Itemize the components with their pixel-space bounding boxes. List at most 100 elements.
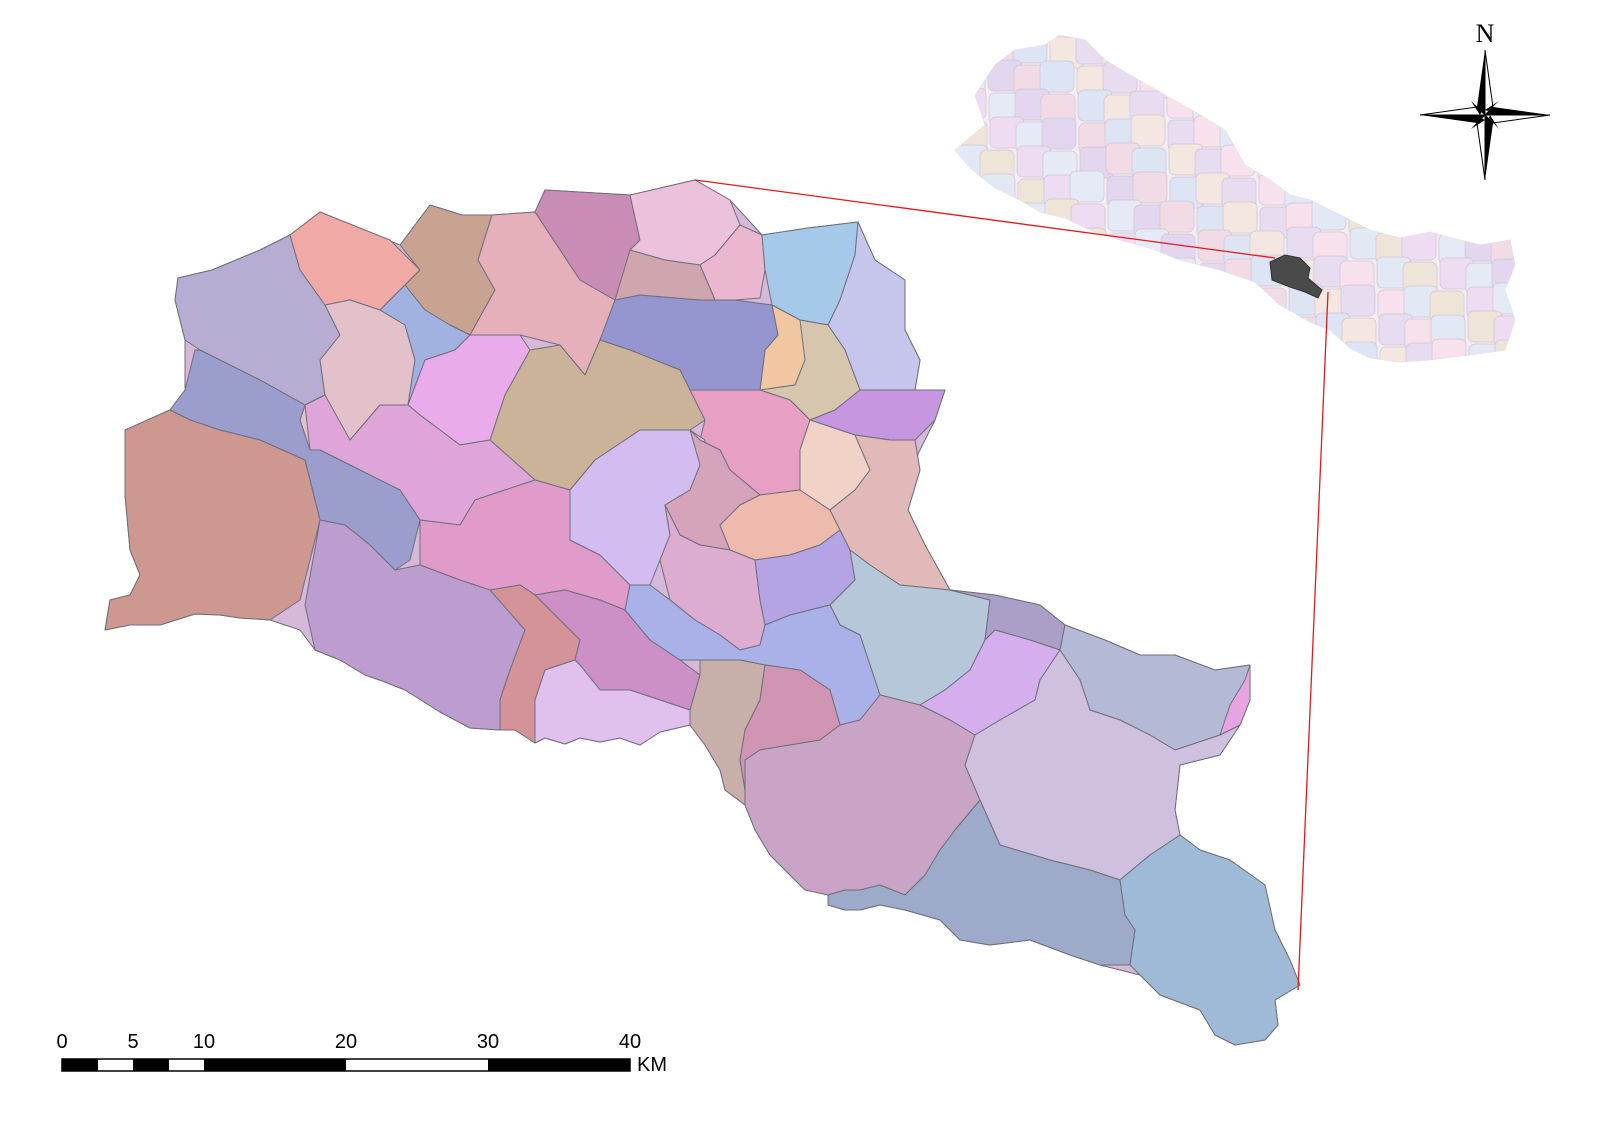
- inset-district: [1100, 313, 1136, 346]
- inset-district: [1162, 290, 1198, 323]
- inset-district: [1434, 119, 1470, 152]
- inset-district: [1436, 176, 1472, 209]
- inset-district: [1163, 314, 1199, 347]
- inset-district: [1132, 171, 1168, 204]
- inset-district: [1319, 117, 1355, 150]
- inset-district: [1435, 143, 1471, 176]
- inset-district: [1252, 311, 1288, 344]
- inset-district: [1227, 35, 1263, 63]
- inset-district: [1311, 198, 1347, 231]
- inset-district: [983, 254, 1019, 287]
- inset-district: [1310, 174, 1346, 207]
- inset-district: [1041, 117, 1077, 150]
- inset-district: [1101, 346, 1137, 362]
- inset-district: [1279, 340, 1315, 362]
- inset-district: [1431, 38, 1467, 71]
- inset-district: [1074, 317, 1110, 350]
- inset-district: [1437, 200, 1473, 233]
- inset-district: [1409, 147, 1445, 180]
- inset-locator-map: [954, 34, 1516, 363]
- inset-district: [1045, 231, 1081, 264]
- inset-district: [1281, 88, 1317, 121]
- inset-district: [1371, 118, 1407, 151]
- scale-tick-20: 20: [335, 1031, 357, 1053]
- inset-district: [1012, 340, 1048, 362]
- inset-district: [1109, 256, 1145, 289]
- inset-district: [1138, 342, 1174, 362]
- inset-district: [1406, 66, 1442, 99]
- inset-district: [1280, 64, 1316, 97]
- inset-district: [1138, 35, 1174, 66]
- inset-district: [1256, 116, 1292, 149]
- inset-district: [1075, 341, 1111, 362]
- inset-district: [1492, 282, 1515, 315]
- inset-district: [1069, 170, 1105, 203]
- inset-district: [1369, 61, 1405, 94]
- inset-district: [986, 344, 1022, 362]
- inset-district: [1009, 259, 1045, 292]
- inset-district: [1400, 204, 1436, 237]
- inset-district: [1498, 144, 1515, 177]
- inset-district: [1316, 345, 1352, 362]
- compass-rose-icon: [1419, 49, 1551, 181]
- inset-district: [1340, 284, 1376, 317]
- inset-district: [1253, 35, 1289, 68]
- inset-district: [1161, 257, 1197, 290]
- inset-district: [955, 339, 985, 362]
- inset-district: [1282, 121, 1318, 154]
- inset-district: [1283, 145, 1319, 178]
- scale-tick-0: 0: [56, 1031, 67, 1053]
- inset-district: [1048, 312, 1084, 345]
- inset-district: [1432, 62, 1468, 95]
- study-area-map: [104, 179, 1301, 1046]
- inset-district: [1309, 150, 1345, 183]
- inset-district: [1039, 60, 1075, 93]
- inset-district: [1189, 310, 1225, 343]
- inset-highlight-study-area: [1269, 254, 1323, 299]
- inset-district: [1010, 283, 1046, 316]
- inset-district: [1254, 59, 1290, 92]
- inset-district: [955, 87, 987, 120]
- inset-district: [984, 287, 1020, 320]
- inset-district: [1494, 35, 1515, 63]
- inset-district: [1374, 199, 1410, 232]
- inset-district: [1373, 175, 1409, 208]
- scale-tick-30: 30: [477, 1031, 499, 1053]
- inset-district: [1099, 289, 1135, 322]
- inset-district: [1165, 62, 1201, 95]
- inset-district: [985, 311, 1021, 344]
- inset-district: [1012, 35, 1048, 64]
- inset-district: [1047, 288, 1083, 321]
- inset-district: [1316, 36, 1352, 69]
- inset-district: [1405, 35, 1441, 66]
- map-region: [1219, 664, 1251, 736]
- scale-tick-5: 5: [127, 1031, 138, 1053]
- inset-district: [1317, 60, 1353, 93]
- inset-district: [1489, 201, 1515, 234]
- north-arrow: N: [1419, 19, 1551, 181]
- inset-district: [1494, 339, 1515, 362]
- inset-district: [1346, 146, 1382, 179]
- inset-district: [1229, 87, 1265, 120]
- inset-district: [1462, 172, 1498, 205]
- inset-district: [1345, 122, 1381, 155]
- inset-district: [1073, 284, 1109, 317]
- inset-district: [1279, 35, 1315, 64]
- inset-district: [1499, 177, 1515, 210]
- inset-district: [1046, 255, 1082, 288]
- inset-district: [1225, 282, 1261, 315]
- inset-district: [1191, 58, 1227, 91]
- connector-line-bottom: [1297, 291, 1329, 991]
- inset-district: [1379, 346, 1415, 362]
- inset-district: [1164, 338, 1200, 362]
- inset-district: [1431, 338, 1467, 362]
- inset-district: [1343, 65, 1379, 98]
- inset-district: [957, 258, 993, 291]
- inset-district: [1019, 226, 1055, 259]
- inset-district: [1049, 345, 1085, 362]
- scale-tick-40: 40: [619, 1031, 641, 1053]
- inset-district: [1159, 200, 1195, 233]
- map-region: [104, 409, 321, 631]
- inset-district: [1372, 142, 1408, 175]
